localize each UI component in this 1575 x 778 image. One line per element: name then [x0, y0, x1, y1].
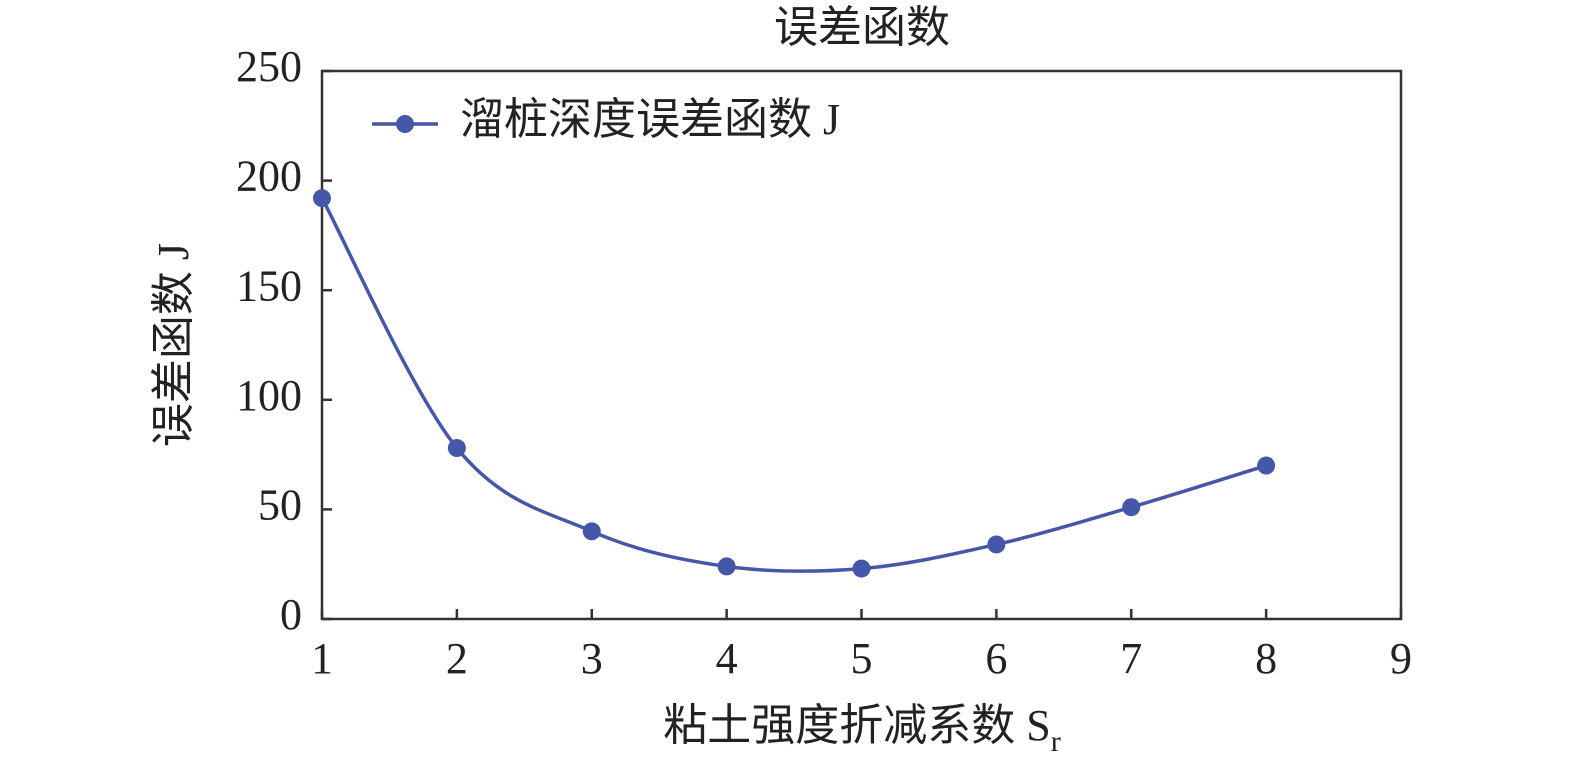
point — [1257, 456, 1276, 475]
x-tick-label: 7 — [1120, 634, 1142, 683]
chart-title: 误差函数 — [774, 3, 950, 52]
x-axis-label-subscript: r — [1051, 725, 1061, 758]
legend-label: 溜桩深度误差函数 J — [460, 95, 840, 144]
x-axis-label: 粘土强度折减系数 Sr — [663, 701, 1060, 758]
y-tick-label: 50 — [258, 480, 302, 529]
point — [582, 522, 601, 541]
x-tick-label: 9 — [1390, 634, 1412, 683]
y-tick-label: 250 — [236, 42, 302, 91]
point — [987, 535, 1006, 554]
legend-marker — [396, 115, 414, 133]
line — [320, 197, 1267, 573]
x-tick-label: 2 — [446, 634, 468, 683]
x-tick-label: 1 — [311, 634, 333, 683]
x-tick-label: 3 — [581, 634, 603, 683]
plot-frame — [320, 69, 1403, 621]
y-tick-label: 0 — [280, 590, 302, 639]
point — [313, 189, 331, 208]
x-tick-label: 8 — [1255, 634, 1277, 683]
point — [717, 557, 736, 576]
point — [447, 439, 466, 458]
point — [1122, 498, 1141, 517]
y-tick-label: 150 — [236, 261, 302, 310]
x-axis-label-main: 粘土强度折减系数 S — [663, 701, 1050, 750]
x-tick-label: 4 — [716, 634, 738, 683]
x-tick-label: 5 — [851, 634, 873, 683]
y-tick-label: 100 — [236, 371, 302, 420]
x-tick-label: 6 — [985, 634, 1007, 683]
y-tick-label: 200 — [236, 152, 302, 201]
y-axis-label: 误差函数 J — [149, 243, 198, 447]
point — [852, 559, 871, 578]
